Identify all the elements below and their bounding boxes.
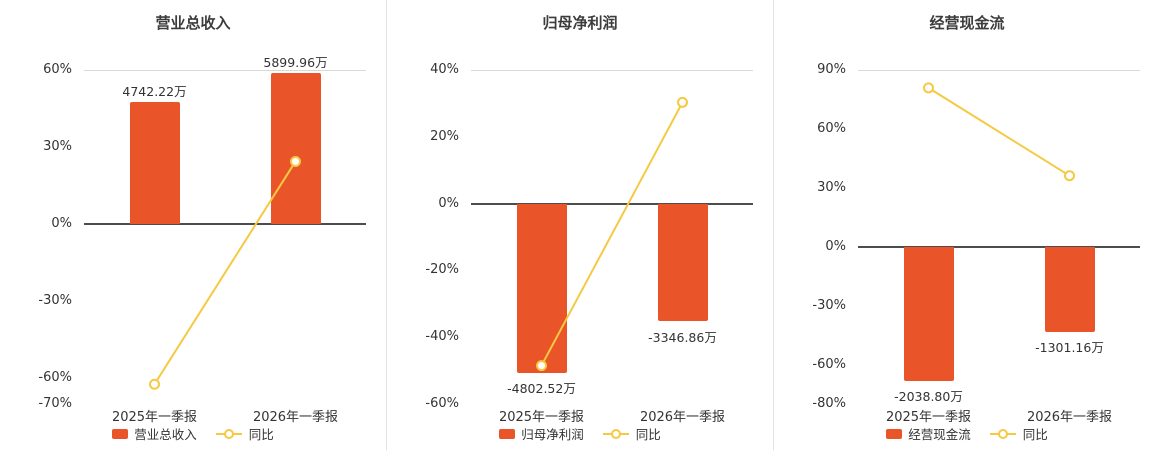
y-tick-label: -60%	[38, 370, 72, 385]
trend-line-layer	[149, 155, 301, 390]
y-tick-label: -30%	[812, 298, 846, 313]
trend-line	[540, 101, 684, 367]
legend-bar-label: 归母净利润	[521, 427, 584, 442]
bar-1[interactable]	[903, 246, 954, 382]
legend-bar-swatch	[112, 428, 129, 439]
trend-point-marker[interactable]	[1064, 170, 1075, 182]
chart-title-net-profit: 归母净利润	[542, 14, 618, 32]
grid-line-top	[858, 70, 1140, 71]
trend-line	[927, 87, 1071, 177]
y-tick-label: 90%	[817, 62, 846, 77]
category-label: 2026年一季报	[1026, 410, 1113, 425]
y-tick-label: -30%	[38, 293, 72, 308]
y-tick-label: 0%	[825, 239, 846, 254]
legend-line-series[interactable]: 同比	[602, 424, 661, 443]
y-tick-label: -60%	[425, 396, 459, 411]
category-label: 2025年一季报	[885, 410, 972, 425]
trend-line-layer	[923, 82, 1075, 182]
legend: 营业总收入 同比	[0, 424, 386, 443]
chart-title-operating-cashflow: 经营现金流	[929, 14, 1005, 32]
panel-net-profit: 归母净利润 40% 20% 0% -20% -40% -60% -4802.52万 2025年…	[386, 0, 773, 450]
y-tick-label: 40%	[430, 62, 459, 77]
legend: 归母净利润 同比	[387, 424, 773, 443]
legend-line-series[interactable]: 同比	[989, 424, 1048, 443]
trend-point-marker[interactable]	[149, 378, 160, 390]
legend-bar-series[interactable]: 归母净利润	[499, 424, 584, 443]
legend-bar-series[interactable]: 经营现金流	[886, 424, 971, 443]
legend-line-marker	[610, 428, 621, 439]
grid-line-top	[84, 70, 366, 71]
y-tick-label: 30%	[43, 139, 72, 154]
bar-value-label: -2038.80万	[894, 389, 963, 405]
chart-plot-total-revenue: 60% 30% 0% -30% -60% -70% 4742.22万 2025年一季报 5899…	[0, 0, 386, 450]
legend-line-label: 同比	[248, 427, 274, 442]
category-label: 2026年一季报	[252, 410, 339, 425]
trend-line	[153, 160, 297, 385]
category-label: 2025年一季报	[111, 410, 198, 425]
zero-axis-line	[858, 246, 1140, 248]
y-tick-label: 30%	[817, 180, 846, 195]
chart-plot-net-profit: 40% 20% 0% -20% -40% -60% -4802.52万 2025年一季报 -33…	[387, 0, 773, 450]
trend-line-layer	[536, 96, 688, 372]
bar-2[interactable]	[1044, 246, 1095, 333]
y-tick-label: 0%	[51, 216, 72, 231]
y-tick-label: -80%	[812, 396, 846, 411]
zero-axis-line	[84, 223, 366, 225]
legend-line-marker	[997, 428, 1008, 439]
legend-line-glyph	[215, 428, 242, 439]
y-tick-label: 60%	[43, 62, 72, 77]
bar-value-label: 4742.22万	[122, 84, 187, 100]
bar-value-label: 5899.96万	[263, 54, 328, 70]
y-tick-label: 0%	[438, 196, 459, 211]
bar-1[interactable]	[129, 102, 180, 225]
legend-line-label: 同比	[635, 427, 661, 442]
bar-1[interactable]	[516, 203, 567, 373]
legend-bar-label: 营业总收入	[134, 427, 197, 442]
bar-2[interactable]	[657, 203, 708, 322]
y-tick-label: -60%	[812, 357, 846, 372]
trend-point-marker[interactable]	[677, 96, 688, 108]
chart-title-total-revenue: 营业总收入	[155, 14, 231, 32]
panel-operating-cashflow: 经营现金流 90% 60% 30% 0% -30% -60% -80% -2038.80万 20…	[773, 0, 1160, 450]
grid-line-top	[471, 70, 753, 71]
panel-total-revenue: 营业总收入 60% 30% 0% -30% -60% -70% 4742.22万 2025年一…	[0, 0, 386, 450]
bar-value-label: -4802.52万	[507, 380, 576, 396]
legend-bar-label: 经营现金流	[908, 427, 971, 442]
bar-value-label: -3346.86万	[648, 329, 717, 345]
y-tick-label: 20%	[430, 129, 459, 144]
y-tick-label: -70%	[38, 396, 72, 411]
legend-line-marker	[223, 428, 234, 439]
legend-bar-series[interactable]: 营业总收入	[112, 424, 197, 443]
legend-line-series[interactable]: 同比	[215, 424, 274, 443]
y-tick-label: 60%	[817, 121, 846, 136]
legend-bar-swatch	[886, 428, 903, 439]
trend-point-marker[interactable]	[290, 155, 301, 167]
legend-line-label: 同比	[1022, 427, 1048, 442]
legend-line-glyph	[989, 428, 1016, 439]
y-tick-label: -40%	[425, 329, 459, 344]
bar-2[interactable]	[270, 72, 321, 225]
trend-point-marker[interactable]	[536, 360, 547, 372]
trend-point-marker[interactable]	[923, 82, 934, 94]
zero-axis-line	[471, 203, 753, 205]
category-label: 2025年一季报	[498, 410, 585, 425]
y-tick-label: -20%	[425, 262, 459, 277]
bar-value-label: -1301.16万	[1035, 340, 1104, 356]
legend-line-glyph	[602, 428, 629, 439]
legend: 经营现金流 同比	[774, 424, 1160, 443]
legend-bar-swatch	[499, 428, 516, 439]
chart-plot-operating-cashflow: 90% 60% 30% 0% -30% -60% -80% -2038.80万 2025年一季报…	[774, 0, 1160, 450]
category-label: 2026年一季报	[639, 410, 726, 425]
